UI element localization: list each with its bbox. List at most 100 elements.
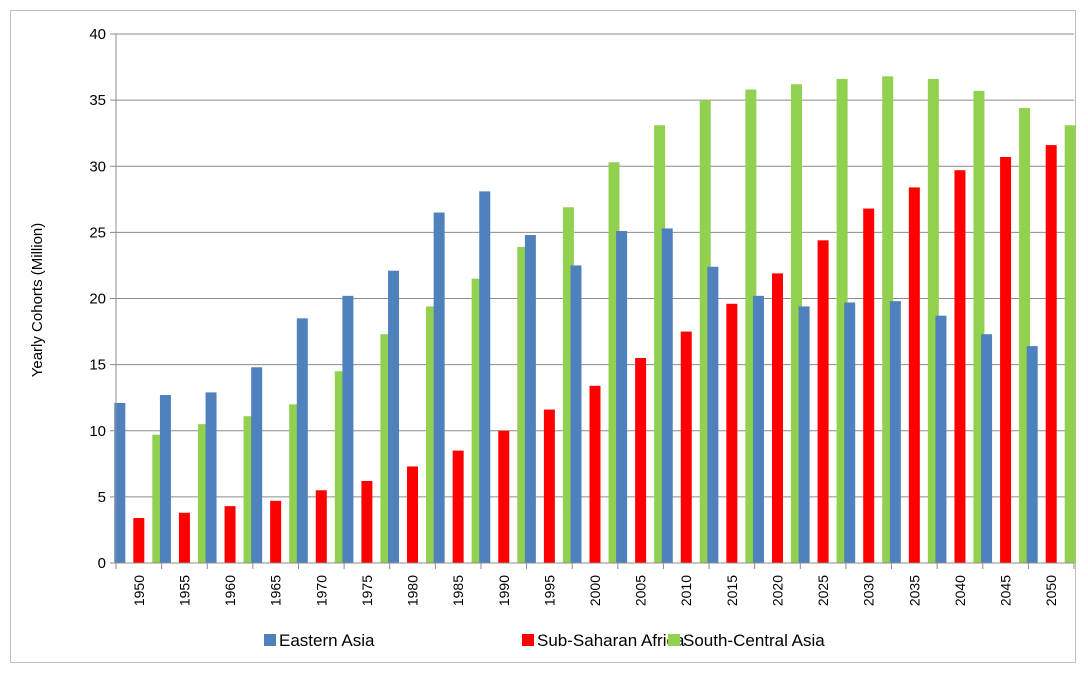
legend-swatch xyxy=(522,634,534,646)
bar-south-central-asia-1965 xyxy=(289,404,301,563)
x-tick-label: 1955 xyxy=(176,575,192,606)
bar-sub-saharan-africa-2025 xyxy=(817,240,829,563)
y-tick-label: 20 xyxy=(89,291,106,308)
x-tick-label: 1990 xyxy=(496,575,512,606)
bar-eastern-asia-2010 xyxy=(661,228,673,563)
y-tick-label: 35 xyxy=(89,92,106,109)
legend-swatch xyxy=(668,634,680,646)
y-axis-label: Yearly Cohorts (Million) xyxy=(29,223,46,378)
bar-sub-saharan-africa-1970 xyxy=(315,490,327,563)
x-tick-label: 2035 xyxy=(906,575,922,606)
bar-eastern-asia-2015 xyxy=(707,266,719,563)
bar-south-central-asia-2015 xyxy=(745,89,757,564)
bar-sub-saharan-africa-1990 xyxy=(498,430,510,563)
bar-south-central-asia-2010 xyxy=(699,100,711,563)
bar-eastern-asia-2005 xyxy=(616,231,628,564)
bar-eastern-asia-1970 xyxy=(296,318,308,563)
bar-sub-saharan-africa-2050 xyxy=(1045,145,1057,563)
bar-sub-saharan-africa-2035 xyxy=(908,187,920,563)
bar-sub-saharan-africa-2000 xyxy=(589,385,601,563)
bar-south-central-asia-1985 xyxy=(471,278,483,563)
x-tick-label: 1980 xyxy=(405,575,421,606)
bar-sub-saharan-africa-1955 xyxy=(178,512,190,563)
bar-eastern-asia-1975 xyxy=(342,295,354,563)
bar-south-central-asia-2000 xyxy=(608,162,620,563)
x-tick-label: 2045 xyxy=(998,575,1014,606)
legend: Eastern Asia Sub-Saharan AfricaSouth-Cent… xyxy=(264,631,825,650)
bar-south-central-asia-1970 xyxy=(334,371,346,563)
x-tick-label: 1960 xyxy=(222,575,238,606)
bar-south-central-asia-1995 xyxy=(562,207,574,563)
legend-label: Eastern Asia xyxy=(279,631,375,650)
bar-sub-saharan-africa-2030 xyxy=(863,208,875,563)
x-tick-labels: 1950 1955 1960 1965 1970 1975 1980 1985 1990 1995… xyxy=(131,575,1059,606)
bar-south-central-asia-2020 xyxy=(790,84,802,563)
bar-eastern-asia-1955 xyxy=(159,395,171,563)
bar-south-central-asia-1955 xyxy=(197,424,209,563)
bar-sub-saharan-africa-1985 xyxy=(452,450,464,563)
x-tick-label: 2040 xyxy=(952,575,968,606)
axes xyxy=(110,33,1075,569)
bar-south-central-asia-2035 xyxy=(927,78,939,563)
bar-eastern-asia-2020 xyxy=(752,295,764,563)
x-tick-label: 2025 xyxy=(815,575,831,606)
y-tick-labels: 0 5 10 15 20 25 30 35 40 xyxy=(89,26,106,572)
bar-south-central-asia-2045 xyxy=(1019,108,1031,563)
x-tick-label: 2030 xyxy=(861,575,877,606)
bar-sub-saharan-africa-1975 xyxy=(361,481,373,563)
bar-sub-saharan-africa-1950 xyxy=(133,518,145,563)
y-tick-label: 25 xyxy=(89,224,106,241)
bar-south-central-asia-2005 xyxy=(654,125,666,563)
legend-swatch xyxy=(264,634,276,646)
bar-sub-saharan-africa-2010 xyxy=(680,331,692,563)
y-tick-label: 0 xyxy=(98,555,106,572)
bar-south-central-asia-1960 xyxy=(243,416,255,563)
x-tick-label: 1995 xyxy=(541,575,557,606)
bar-eastern-asia-1990 xyxy=(479,191,491,563)
y-tick-label: 15 xyxy=(89,357,106,374)
y-tick-label: 40 xyxy=(89,26,106,43)
bar-south-central-asia-2050 xyxy=(1064,125,1076,563)
bar-eastern-asia-1950 xyxy=(114,402,126,563)
bar-south-central-asia-1980 xyxy=(426,306,438,563)
x-tick-label: 2005 xyxy=(633,575,649,606)
x-tick-label: 2000 xyxy=(587,575,603,606)
bar-sub-saharan-africa-1980 xyxy=(407,466,419,563)
bar-eastern-asia-2040 xyxy=(935,315,947,563)
bar-eastern-asia-1985 xyxy=(433,212,445,563)
bar-sub-saharan-africa-2020 xyxy=(771,273,783,563)
y-tick-label: 30 xyxy=(89,158,106,175)
bar-eastern-asia-1980 xyxy=(388,270,400,563)
bar-south-central-asia-2025 xyxy=(836,78,848,563)
bar-eastern-asia-1995 xyxy=(524,235,536,563)
bars xyxy=(114,76,1076,564)
x-tick-label: 2020 xyxy=(769,575,785,606)
bar-sub-saharan-africa-2040 xyxy=(954,170,966,563)
bar-sub-saharan-africa-1965 xyxy=(270,500,282,563)
bar-eastern-asia-2035 xyxy=(889,301,901,563)
x-tick-label: 1970 xyxy=(313,575,329,606)
bar-sub-saharan-africa-2015 xyxy=(726,303,738,563)
bar-eastern-asia-1960 xyxy=(205,392,217,563)
bar-south-central-asia-1990 xyxy=(517,246,529,564)
legend-label: South-Central Asia xyxy=(683,631,825,650)
x-tick-label: 2050 xyxy=(1043,575,1059,606)
y-tick-label: 10 xyxy=(89,423,106,440)
bar-eastern-asia-2050 xyxy=(1026,346,1038,563)
bar-sub-saharan-africa-1995 xyxy=(543,409,555,563)
bar-eastern-asia-2025 xyxy=(798,306,810,563)
x-tick-label: 1965 xyxy=(268,575,284,606)
bar-south-central-asia-2040 xyxy=(973,90,985,564)
bar-eastern-asia-1965 xyxy=(251,367,263,563)
x-tick-label: 2010 xyxy=(678,575,694,606)
bar-south-central-asia-1950 xyxy=(152,434,164,563)
x-tick-label: 1985 xyxy=(450,575,466,606)
legend-label: Sub-Saharan Africa xyxy=(537,631,685,650)
bar-sub-saharan-africa-1960 xyxy=(224,506,236,563)
x-tick-label: 1975 xyxy=(359,575,375,606)
bar-eastern-asia-2045 xyxy=(981,334,993,563)
bar-sub-saharan-africa-2005 xyxy=(635,358,647,563)
x-tick-label: 2015 xyxy=(724,575,740,606)
bar-eastern-asia-2030 xyxy=(844,302,856,563)
